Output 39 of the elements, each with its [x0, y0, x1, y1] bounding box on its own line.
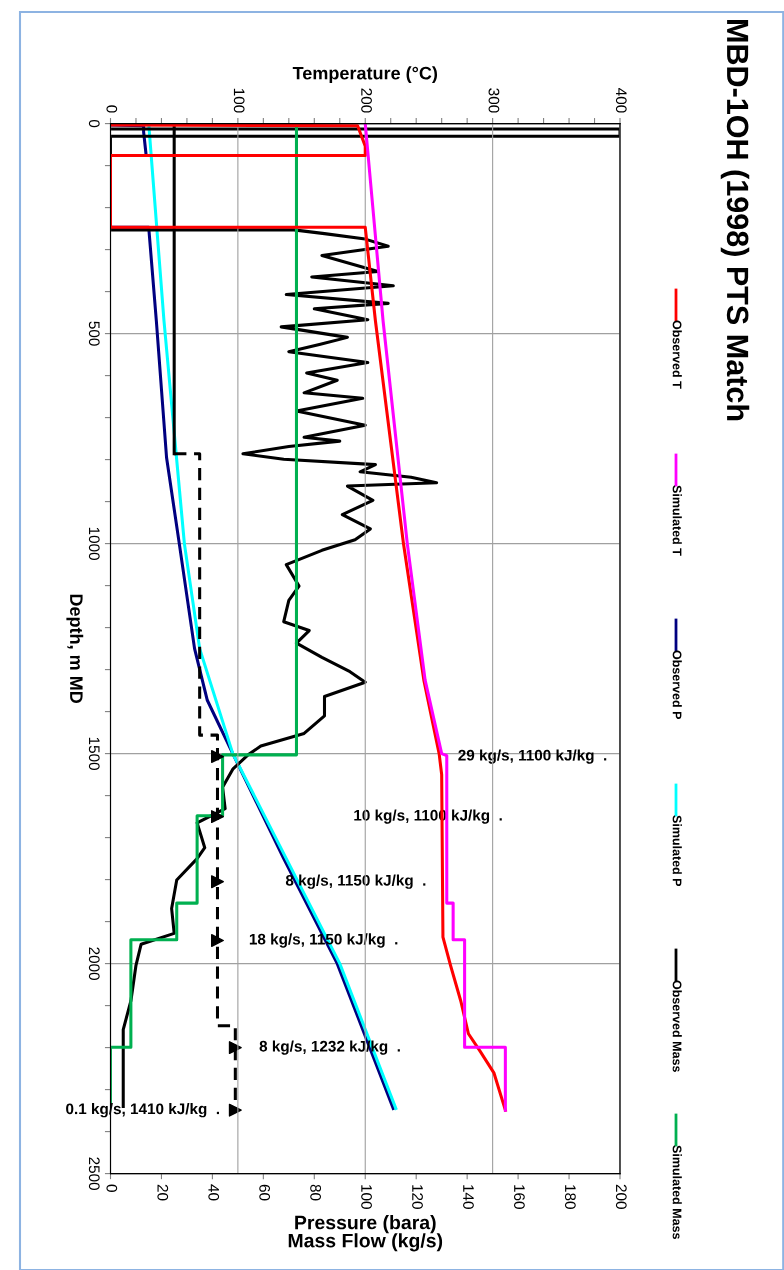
y-tick-label: 1000 [88, 527, 100, 560]
x-tick-label: 200 [615, 1184, 627, 1209]
y-tick-label: 2500 [88, 1157, 100, 1190]
legend-label: Simulated Mass [672, 1145, 682, 1239]
x2-axis-title: Temperature (°C) [292, 66, 438, 84]
y-tick-label: 500 [88, 321, 100, 346]
x-tick-label: 20 [157, 1184, 169, 1201]
x2-tick-label: 0 [106, 105, 118, 113]
point [210, 810, 224, 824]
point [210, 750, 224, 764]
y-tick-label: 0 [88, 119, 100, 128]
x2-tick-label: 400 [615, 88, 627, 113]
legend-label: Observed Mass [672, 980, 682, 1072]
y-axis-title: Depth, m MD [66, 594, 84, 704]
x-tick-label: 160 [514, 1185, 525, 1209]
y-tick-label: 2000 [88, 947, 100, 980]
text: MBD-1OH (1998) PTS Match [720, 20, 750, 421]
point [228, 1041, 242, 1055]
legend-label: Observed P [672, 650, 682, 720]
point [210, 875, 224, 889]
legend-label: Observed T [672, 320, 682, 389]
legend-label: Simulated P [672, 815, 682, 887]
y-tick-label: 1500 [88, 737, 100, 770]
annotation: 29 kg/s, 1100 kJ/kg . [458, 749, 607, 764]
x-tick-label: 80 [310, 1184, 322, 1201]
x2-tick-label: 300 [488, 88, 500, 113]
point [210, 933, 224, 948]
x-tick-label: 140 [463, 1185, 474, 1209]
x2-tick-label: 200 [361, 88, 372, 113]
x-tick-label: 100 [361, 1185, 372, 1209]
annotation: 8 kg/s, 1150 kJ/kg . [285, 874, 426, 889]
x-tick-label: 60 [259, 1184, 271, 1201]
x-tick-label: 0 [106, 1184, 118, 1192]
x-tick-label: 180 [564, 1185, 576, 1209]
legend-label: Simulated T [672, 485, 682, 556]
x-axis-title: Pressure (bara) Mass Flow (kg/s) [288, 1215, 443, 1252]
x2-tick-label: 100 [233, 88, 245, 113]
x-tick-label: 40 [208, 1184, 220, 1201]
x-tick-label: 120 [412, 1185, 423, 1209]
